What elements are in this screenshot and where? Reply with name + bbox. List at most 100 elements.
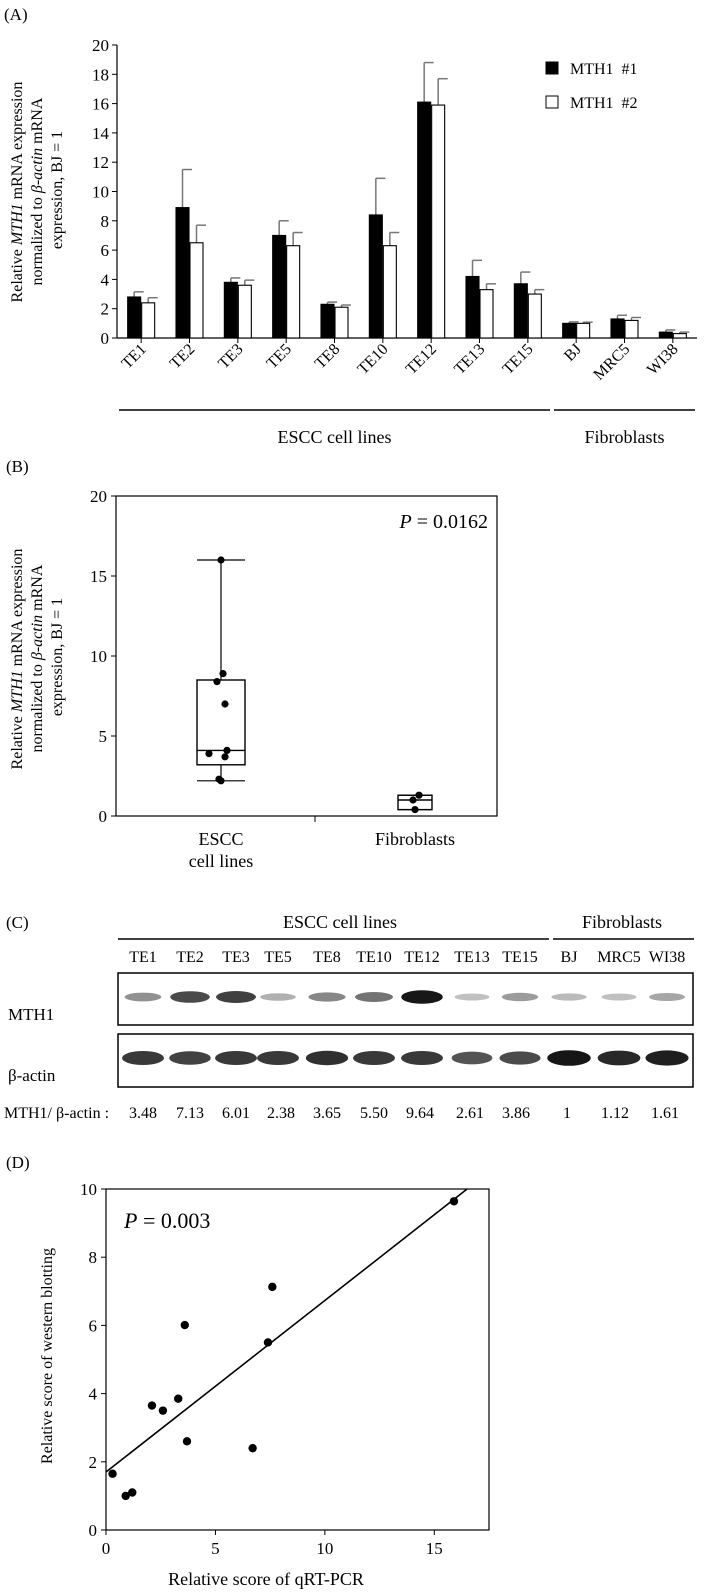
blot-lane-label-te13: TE13 bbox=[454, 949, 490, 966]
box-point-fibroblasts bbox=[411, 806, 419, 814]
panel-d-y-tick-label: 10 bbox=[80, 1180, 97, 1199]
panel-d-label: (D) bbox=[6, 1153, 30, 1172]
bar-wi38-s2 bbox=[672, 333, 687, 339]
blot-band-actin-te1 bbox=[122, 1051, 164, 1065]
panel-c-label: (C) bbox=[6, 913, 29, 932]
panel-a-group-label-escc-cell-lines: ESCC cell lines bbox=[278, 427, 392, 447]
blot-band-mth1-te10 bbox=[355, 992, 393, 1002]
panel-b-boxes bbox=[196, 556, 433, 814]
bar-te12-s2 bbox=[431, 104, 446, 339]
panel-a-y-tick-label: 16 bbox=[92, 95, 109, 114]
blot-ratio-te12: 9.64 bbox=[406, 1105, 434, 1122]
blot-band-actin-wi38 bbox=[645, 1050, 689, 1066]
panel-a-x-tick-label-te2: TE2 bbox=[167, 341, 198, 372]
panel-b-y-tick-label: 15 bbox=[90, 567, 107, 586]
box-point-fibroblasts bbox=[415, 791, 423, 799]
scatter-point-5 bbox=[158, 1406, 168, 1415]
scatter-point-11 bbox=[268, 1282, 277, 1292]
blot-lane-label-te15: TE15 bbox=[502, 949, 538, 966]
panel-d-y-tick-label: 8 bbox=[89, 1248, 98, 1267]
legend-swatch-mth1-2 bbox=[545, 95, 559, 109]
bar-te8-s2 bbox=[334, 306, 349, 339]
blot-row-label-mth1: MTH1 bbox=[8, 1005, 54, 1024]
blot-lane-label-te8: TE8 bbox=[313, 949, 341, 966]
panel-a-y-tick-label: 8 bbox=[101, 212, 110, 231]
blot-lane-label-te1: TE1 bbox=[129, 949, 157, 966]
box-point-escc-cell-lines bbox=[213, 678, 221, 686]
blot-band-mth1-te3 bbox=[216, 991, 256, 1003]
panel-d-x-tick-label: 10 bbox=[316, 1539, 333, 1558]
blot-lane-label-te5: TE5 bbox=[264, 949, 292, 966]
blot-ratio-te10: 5.50 bbox=[360, 1105, 388, 1122]
blot-band-actin-bj bbox=[547, 1050, 591, 1066]
panel-a-x-tick-label-te3: TE3 bbox=[215, 341, 246, 372]
panel-a-x-tick-label-te12: TE12 bbox=[403, 341, 440, 378]
bar-te5-s2 bbox=[286, 245, 301, 339]
blot-ratio-te5: 2.38 bbox=[267, 1105, 295, 1122]
panel-b-p-value: P = 0.0162 bbox=[399, 511, 489, 533]
panel-a-x-axis: TE1 TE2 TE3 TE5 TE8 TE10 TE12 TE13 TE15 BJ MRC5 WI3… bbox=[118, 338, 682, 384]
bar-te3-s1 bbox=[223, 281, 238, 339]
legend-label-mth1-1: MTH1 #1 bbox=[570, 61, 638, 78]
box-point-escc-cell-lines bbox=[217, 556, 225, 564]
blot-ratio-te1: 3.48 bbox=[129, 1105, 157, 1122]
box-point-escc-cell-lines bbox=[215, 775, 223, 783]
panel-a-y-axis: 0 2 4 6 8 10 12 14 16 18 20 bbox=[92, 36, 697, 348]
blot-band-mth1-mrc5 bbox=[601, 993, 637, 1001]
panel-d-axes: 0 2 4 6 8 10 0 5 10 15 bbox=[80, 1180, 443, 1558]
bar-te5-s1 bbox=[272, 234, 287, 339]
panel-a-bars bbox=[127, 61, 690, 339]
blot-lane-label-wi38: WI38 bbox=[649, 949, 685, 966]
panel-b-plot-frame bbox=[115, 495, 498, 817]
blot-ratio-te8: 3.65 bbox=[313, 1105, 341, 1122]
panel-b-label: (B) bbox=[6, 457, 29, 476]
panel-d-ylabel: Relative score of western blotting bbox=[39, 1248, 56, 1464]
bar-te15-s2 bbox=[527, 293, 542, 339]
bar-te3-s2 bbox=[237, 284, 252, 339]
box-point-escc-cell-lines bbox=[205, 750, 213, 758]
bar-bj-s2 bbox=[576, 322, 591, 339]
blot-band-actin-te2 bbox=[169, 1051, 211, 1065]
blot-band-mth1-te1 bbox=[124, 992, 162, 1002]
panel-d-xlabel: Relative score of qRT-PCR bbox=[168, 1569, 364, 1589]
blot-ratio-te15: 3.86 bbox=[502, 1105, 530, 1122]
blot-band-actin-te13 bbox=[451, 1051, 493, 1065]
blot-group-fibroblasts: Fibroblasts bbox=[582, 912, 662, 932]
blot-lane-labels: TE1 TE2 TE3 TE5 TE8 TE10 TE12 TE13 TE15 BJ MRC5 WI3… bbox=[129, 949, 685, 966]
panel-a-x-tick-label-mrc5: MRC5 bbox=[590, 341, 633, 384]
scatter-point-8 bbox=[182, 1437, 192, 1446]
panel-a-y-tick-label: 18 bbox=[92, 65, 109, 84]
panel-d-x-tick-label: 0 bbox=[102, 1539, 111, 1558]
bar-te10-s1 bbox=[368, 214, 383, 339]
panel-b-y-axis: 0 5 10 15 20 bbox=[90, 487, 116, 826]
blot-band-actin-te3 bbox=[215, 1051, 257, 1065]
box-escc-cell-lines bbox=[196, 679, 246, 766]
blot-band-mth1-te8 bbox=[308, 992, 346, 1002]
panel-a-label: (A) bbox=[4, 5, 28, 24]
blot-ratio-te3: 6.01 bbox=[222, 1105, 250, 1122]
panel-b: (B) Relative MTH1 mRNA expression normal… bbox=[6, 457, 498, 871]
panel-a-x-tick-label-wi38: WI38 bbox=[644, 341, 682, 379]
blot-lane-label-te10: TE10 bbox=[356, 949, 392, 966]
panel-b-y-tick-label: 20 bbox=[90, 487, 107, 506]
scatter-point-7 bbox=[180, 1320, 189, 1330]
blot-ratio-te2: 7.13 bbox=[176, 1105, 204, 1122]
scatter-point-4 bbox=[147, 1401, 157, 1410]
panel-d-p-value: P = 0.003 bbox=[123, 1208, 210, 1233]
blot-bands bbox=[122, 990, 689, 1066]
box-point-escc-cell-lines bbox=[221, 753, 229, 761]
blot-band-mth1-te12 bbox=[401, 990, 443, 1004]
panel-d-y-tick-label: 2 bbox=[89, 1453, 98, 1472]
blot-lane-label-mrc5: MRC5 bbox=[597, 949, 641, 966]
panel-a-x-tick-label-te10: TE10 bbox=[355, 341, 392, 378]
bar-te12-s1 bbox=[417, 101, 432, 339]
panel-d-plot-frame bbox=[105, 1188, 490, 1531]
scatter-point-9 bbox=[248, 1443, 257, 1453]
blot-lane-label-te12: TE12 bbox=[404, 949, 440, 966]
panel-a-legend: MTH1 #1 MTH1 #2 bbox=[545, 61, 638, 112]
box-point-fibroblasts bbox=[409, 796, 417, 804]
bar-te15-s1 bbox=[513, 283, 528, 339]
panel-a: (A) Relative MTH1 mRNA expression normal… bbox=[4, 5, 697, 447]
